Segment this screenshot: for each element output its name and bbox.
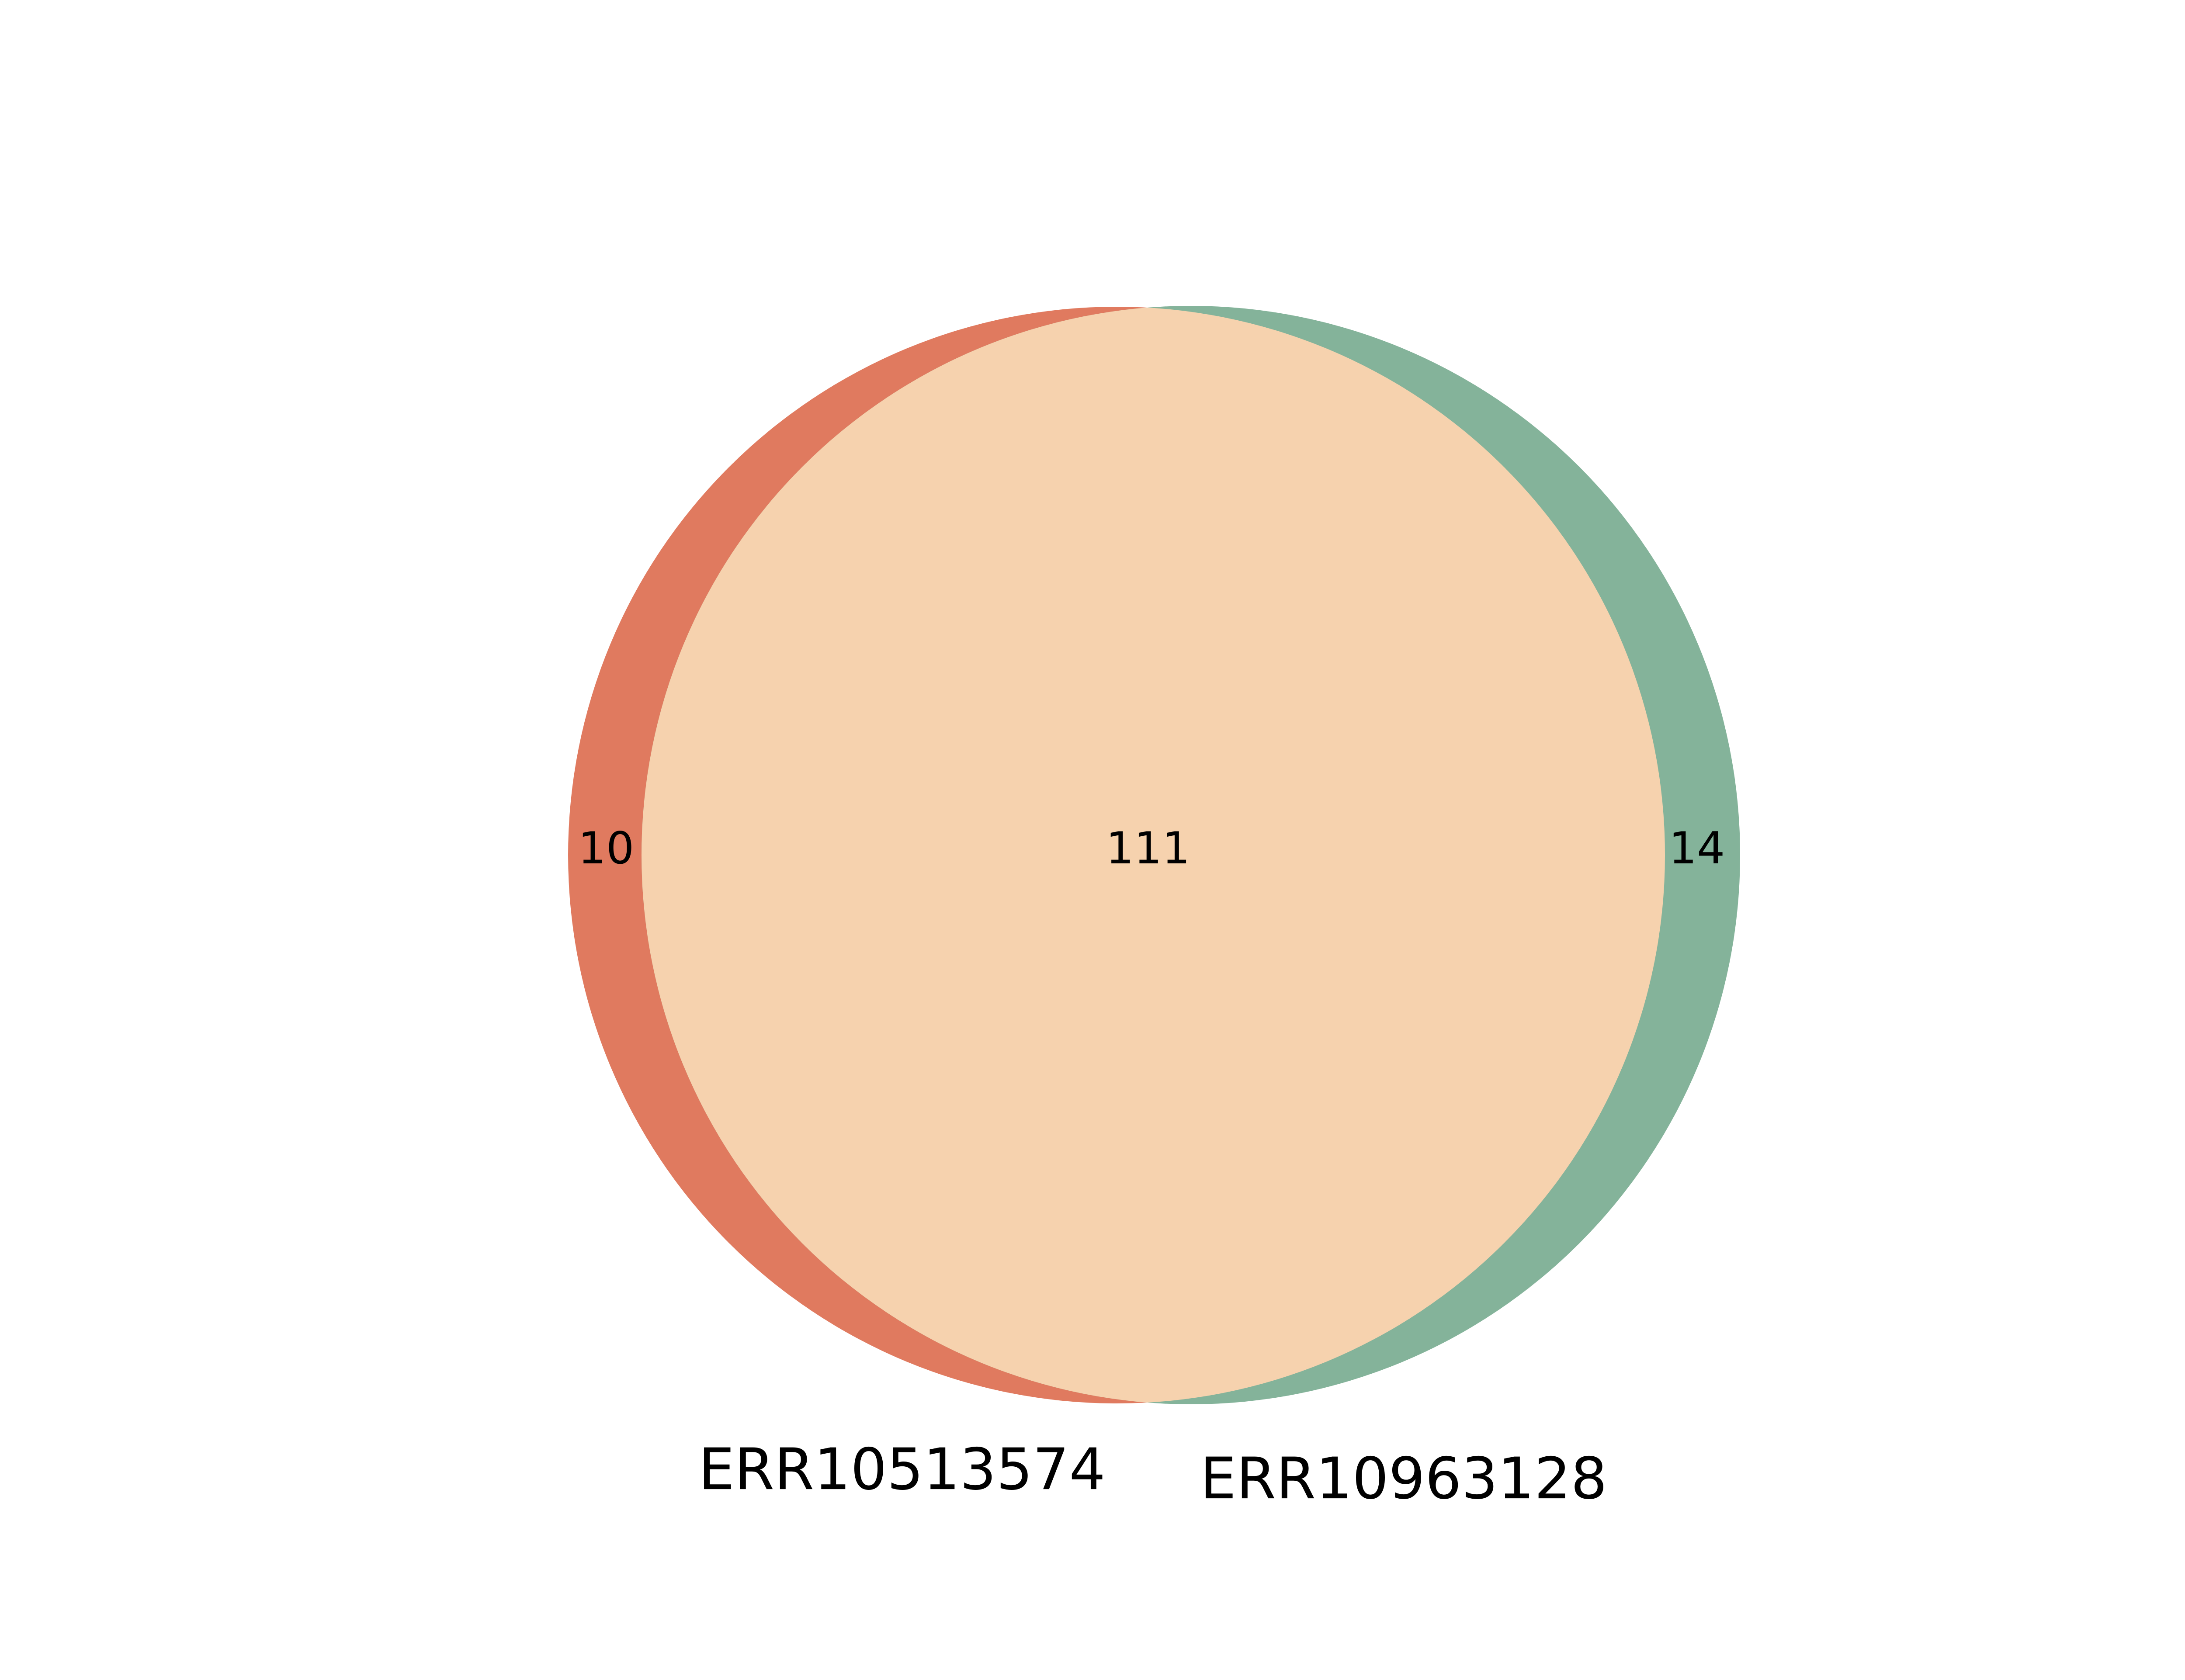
intersection-region <box>642 307 1665 1403</box>
set-a-label: ERR10513574 <box>698 1436 1106 1503</box>
set-b-only-count: 14 <box>1669 822 1725 874</box>
set-b-label: ERR10963128 <box>1200 1445 1607 1512</box>
intersection-count: 111 <box>1106 822 1190 874</box>
set-a-only-count: 10 <box>578 822 635 874</box>
